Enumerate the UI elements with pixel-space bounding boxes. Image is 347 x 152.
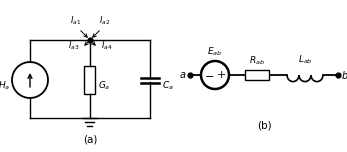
Text: $E_{ab}$: $E_{ab}$ — [208, 46, 223, 58]
Text: $R_{ab}$: $R_{ab}$ — [249, 55, 265, 67]
Circle shape — [201, 61, 229, 89]
Text: (b): (b) — [257, 120, 271, 130]
Text: $+$: $+$ — [216, 69, 226, 81]
Text: $I_{a1}$: $I_{a1}$ — [70, 14, 81, 27]
Bar — [85, 66, 95, 94]
Text: $a$: $a$ — [179, 70, 187, 80]
Text: $L_{ab}$: $L_{ab}$ — [298, 54, 312, 66]
Text: $I_{a3}$: $I_{a3}$ — [68, 40, 79, 52]
Text: $I_{a2}$: $I_{a2}$ — [99, 14, 110, 27]
Text: $G_a$: $G_a$ — [98, 80, 111, 92]
Text: $I_{a4}$: $I_{a4}$ — [101, 40, 112, 52]
Text: $b$: $b$ — [341, 69, 347, 81]
Text: $C_a$: $C_a$ — [162, 80, 174, 92]
Text: (a): (a) — [83, 135, 97, 145]
Text: $H_a$: $H_a$ — [0, 80, 10, 92]
Bar — [245, 70, 269, 80]
Text: $-$: $-$ — [204, 70, 214, 80]
